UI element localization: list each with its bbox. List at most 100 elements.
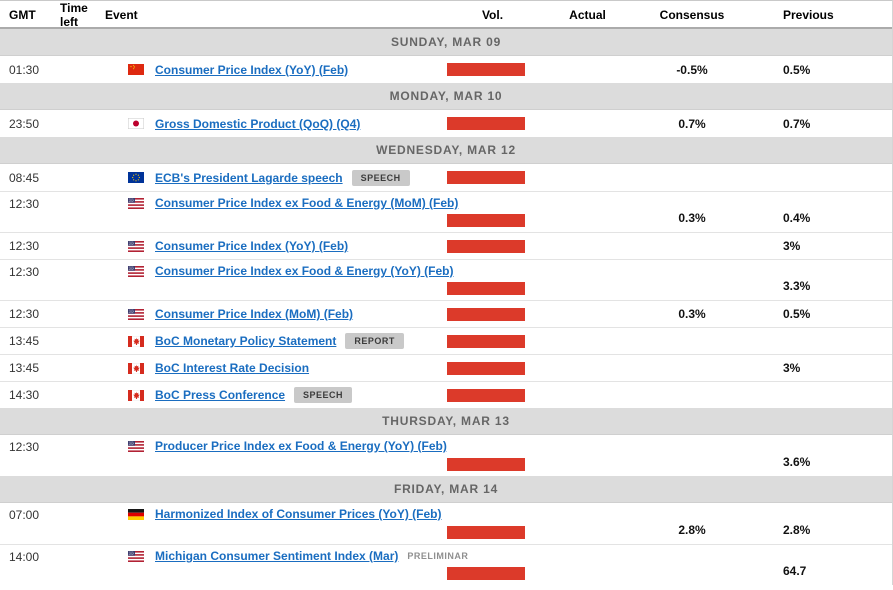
- event-row: 14:30 BoC Press Conference SPEECH: [0, 381, 892, 408]
- event-cell: Consumer Price Index (YoY) (Feb): [105, 239, 445, 253]
- event-row: 07:00 Harmonized Index of Consumer Price…: [0, 503, 892, 544]
- event-cell: BoC Interest Rate Decision: [105, 361, 445, 375]
- volatility-cell: [445, 214, 540, 232]
- event-time: 12:30: [9, 307, 40, 321]
- event-time: 12:30: [9, 239, 40, 253]
- event-badge: SPEECH: [294, 387, 353, 403]
- volatility-cell: [445, 63, 540, 76]
- event-link[interactable]: ECB's President Lagarde speech: [155, 170, 343, 185]
- event-link[interactable]: Consumer Price Index ex Food & Energy (M…: [155, 196, 459, 210]
- event-cell: Consumer Price Index ex Food & Energy (M…: [105, 196, 458, 210]
- china-flag-icon: [128, 64, 144, 75]
- event-cell: BoC Monetary Policy Statement REPORT: [105, 333, 445, 349]
- day-separator: SUNDAY, MAR 09: [0, 29, 892, 56]
- united-states-flag-icon: [128, 240, 144, 252]
- event-time: 12:30: [9, 197, 40, 211]
- event-row: 23:50 Gross Domestic Product (QoQ) (Q4) …: [0, 110, 892, 137]
- event-link[interactable]: Consumer Price Index (YoY) (Feb): [155, 239, 349, 253]
- event-link[interactable]: Consumer Price Index (YoY) (Feb): [155, 62, 349, 77]
- canada-flag-icon: [128, 335, 144, 347]
- calendar-header-row: GMT Time left Event Vol. Actual Consensu…: [0, 1, 892, 29]
- canada-flag-icon: [128, 389, 144, 401]
- event-cell: Consumer Price Index (MoM) (Feb): [105, 307, 445, 321]
- event-time: 23:50: [9, 116, 40, 131]
- volatility-bar: [447, 388, 525, 402]
- event-cell: Gross Domestic Product (QoQ) (Q4): [105, 117, 445, 131]
- volatility-cell: [445, 171, 540, 184]
- column-header-actual: Actual: [569, 8, 606, 22]
- consensus-value: 0.3%: [678, 307, 706, 321]
- actual-value: [540, 469, 635, 476]
- event-time: 14:00: [9, 550, 40, 564]
- previous-value: 0.7%: [783, 116, 811, 131]
- volatility-bar: [447, 117, 525, 130]
- event-link[interactable]: Harmonized Index of Consumer Prices (YoY…: [155, 507, 442, 521]
- event-cell: Producer Price Index ex Food & Energy (Y…: [105, 439, 447, 453]
- column-header-gmt: GMT: [9, 8, 36, 22]
- event-row: 12:30 Consumer Price Index (MoM) (Feb) 0…: [0, 300, 892, 327]
- consensus-value: 0.3%: [678, 211, 706, 225]
- event-link[interactable]: BoC Press Conference: [155, 388, 286, 402]
- previous-value: 2.8%: [783, 523, 811, 537]
- event-row: 12:30 Consumer Price Index ex Food & Ene…: [0, 191, 892, 232]
- day-label: FRIDAY, MAR 14: [393, 482, 499, 496]
- consensus-value: [635, 578, 765, 585]
- event-time: 07:00: [9, 508, 40, 522]
- event-time: 13:45: [9, 361, 40, 375]
- united-states-flag-icon: [128, 440, 144, 452]
- event-row: 12:30 Producer Price Index ex Food & Ene…: [0, 435, 892, 476]
- volatility-bar: [447, 282, 525, 295]
- united-states-flag-icon: [128, 197, 144, 209]
- previous-value: 0.5%: [783, 62, 811, 77]
- day-label: THURSDAY, MAR 13: [382, 414, 510, 428]
- event-cell: Michigan Consumer Sentiment Index (Mar) …: [105, 549, 468, 563]
- event-cell: Harmonized Index of Consumer Prices (YoY…: [105, 507, 445, 521]
- event-link[interactable]: Michigan Consumer Sentiment Index (Mar): [155, 549, 399, 563]
- actual-value: [540, 537, 635, 544]
- consensus-value: 2.8%: [678, 523, 706, 537]
- event-row: 13:45 BoC Monetary Policy Statement REPO…: [0, 327, 892, 354]
- column-header-event: Event: [105, 8, 138, 22]
- event-badge: PRELIMINAR: [407, 551, 469, 561]
- volatility-cell: [445, 307, 540, 321]
- event-row: 12:30 Consumer Price Index ex Food & Ene…: [0, 259, 892, 300]
- event-link[interactable]: Gross Domestic Product (QoQ) (Q4): [155, 116, 361, 131]
- volatility-bar: [447, 334, 525, 348]
- consensus-value: -0.5%: [676, 62, 708, 77]
- event-time: 12:30: [9, 265, 40, 279]
- event-link[interactable]: Producer Price Index ex Food & Energy (Y…: [155, 439, 447, 453]
- column-header-previous: Previous: [783, 8, 834, 22]
- volatility-cell: [445, 567, 540, 585]
- event-cell: BoC Press Conference SPEECH: [105, 387, 445, 403]
- column-header-time-left: Time left: [60, 1, 88, 29]
- united-states-flag-icon: [128, 265, 144, 277]
- actual-value: [540, 225, 635, 232]
- canada-flag-icon: [128, 362, 144, 374]
- event-link[interactable]: BoC Monetary Policy Statement: [155, 334, 337, 348]
- volatility-bar: [447, 567, 525, 580]
- volatility-bar: [447, 239, 525, 253]
- actual-value: [540, 293, 635, 300]
- day-separator: THURSDAY, MAR 13: [0, 408, 892, 435]
- volatility-bar: [447, 214, 525, 227]
- column-header-consensus: Consensus: [659, 8, 725, 22]
- day-label: SUNDAY, MAR 09: [390, 35, 502, 49]
- volatility-bar: [447, 458, 525, 471]
- consensus-value: [635, 469, 765, 476]
- event-row: 01:30 Consumer Price Index (YoY) (Feb) -…: [0, 56, 892, 83]
- event-link[interactable]: BoC Interest Rate Decision: [155, 361, 310, 375]
- event-link[interactable]: Consumer Price Index ex Food & Energy (Y…: [155, 264, 454, 278]
- event-row: 08:45 ECB's President Lagarde speech SPE…: [0, 164, 892, 191]
- event-badge: REPORT: [345, 333, 404, 349]
- event-time: 12:30: [9, 440, 40, 454]
- event-cell: Consumer Price Index (YoY) (Feb): [105, 63, 445, 77]
- event-row: 12:30 Consumer Price Index (YoY) (Feb) 3…: [0, 232, 892, 259]
- event-row: 13:45 BoC Interest Rate Decision 3%: [0, 354, 892, 381]
- previous-value: 3.6%: [783, 455, 811, 469]
- event-link[interactable]: Consumer Price Index (MoM) (Feb): [155, 307, 354, 321]
- consensus-value: 0.7%: [678, 116, 706, 131]
- previous-value: 3%: [783, 361, 801, 375]
- previous-value: 3%: [783, 239, 801, 253]
- event-cell: ECB's President Lagarde speech SPEECH: [105, 169, 445, 186]
